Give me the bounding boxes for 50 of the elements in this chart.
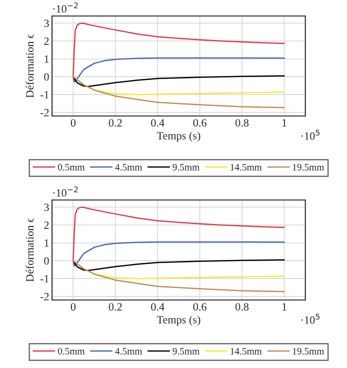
legend-label: 19.5mm bbox=[292, 164, 324, 171]
y-axis-title: Déformation ϵ bbox=[26, 34, 34, 98]
x-tick-label: 0.6 bbox=[193, 303, 206, 311]
x-tick-label: 0 bbox=[70, 119, 76, 127]
y-tick-label: 0 bbox=[44, 73, 49, 81]
x-tick-label: 1 bbox=[282, 303, 286, 310]
x-tick-label: 0.4 bbox=[151, 303, 164, 311]
line-series bbox=[72, 260, 285, 292]
y-tick-label: 3 bbox=[44, 204, 49, 212]
y-tick-label: 2 bbox=[44, 37, 49, 45]
legend-label: 4.5mm bbox=[115, 164, 142, 171]
x-tick-label: 0 bbox=[70, 303, 76, 311]
x-tick-label: 0.8 bbox=[236, 303, 249, 311]
legend-label: 4.5mm bbox=[115, 348, 142, 355]
x-tick-label: 0.8 bbox=[236, 119, 249, 127]
y-tick-label: -1 bbox=[40, 275, 49, 282]
y-tick-label: 1 bbox=[44, 239, 49, 247]
text: ·10$^{−2}$ bbox=[53, 2, 78, 13]
line-series bbox=[72, 75, 285, 88]
x-tick-label: 0.6 bbox=[193, 119, 206, 127]
y-tick-label: -1 bbox=[40, 91, 49, 98]
line-series bbox=[72, 76, 285, 108]
x-tick-label: 0.2 bbox=[108, 303, 122, 311]
x-tick-label: 1 bbox=[282, 119, 286, 126]
text: ·10$^{−2}$ bbox=[53, 186, 78, 197]
x-axis-title: Temps (s) bbox=[156, 316, 200, 326]
legend-label: 9.5mm bbox=[172, 164, 200, 171]
y-axis-title: Déformation ϵ bbox=[26, 218, 34, 282]
line-series bbox=[72, 241, 285, 267]
line-series bbox=[72, 206, 285, 262]
legend-label: 0.5mm bbox=[58, 348, 85, 355]
x-tick-label: 0.2 bbox=[108, 119, 122, 127]
y-tick-label: 1 bbox=[44, 55, 49, 63]
line-series bbox=[72, 57, 285, 83]
text: ·10$^{5}$ bbox=[302, 314, 320, 324]
legend-label: 19.5mm bbox=[292, 348, 324, 355]
text: ·10$^{5}$ bbox=[302, 130, 320, 140]
legend-label: 0.5mm bbox=[58, 164, 85, 171]
x-tick-label: 0.4 bbox=[151, 119, 164, 127]
x-axis-title: Temps (s) bbox=[156, 132, 200, 142]
legend-label: 9.5mm bbox=[172, 348, 200, 355]
legend-label: 14.5mm bbox=[230, 348, 262, 355]
line-series bbox=[72, 259, 285, 272]
y-tick-label: -2 bbox=[40, 108, 49, 116]
y-tick-label: 3 bbox=[44, 20, 49, 28]
y-tick-label: 0 bbox=[44, 257, 49, 265]
legend-label: 14.5mm bbox=[230, 164, 262, 171]
line-series bbox=[72, 22, 285, 78]
y-tick-label: -2 bbox=[40, 292, 49, 300]
y-tick-label: 2 bbox=[44, 221, 49, 229]
